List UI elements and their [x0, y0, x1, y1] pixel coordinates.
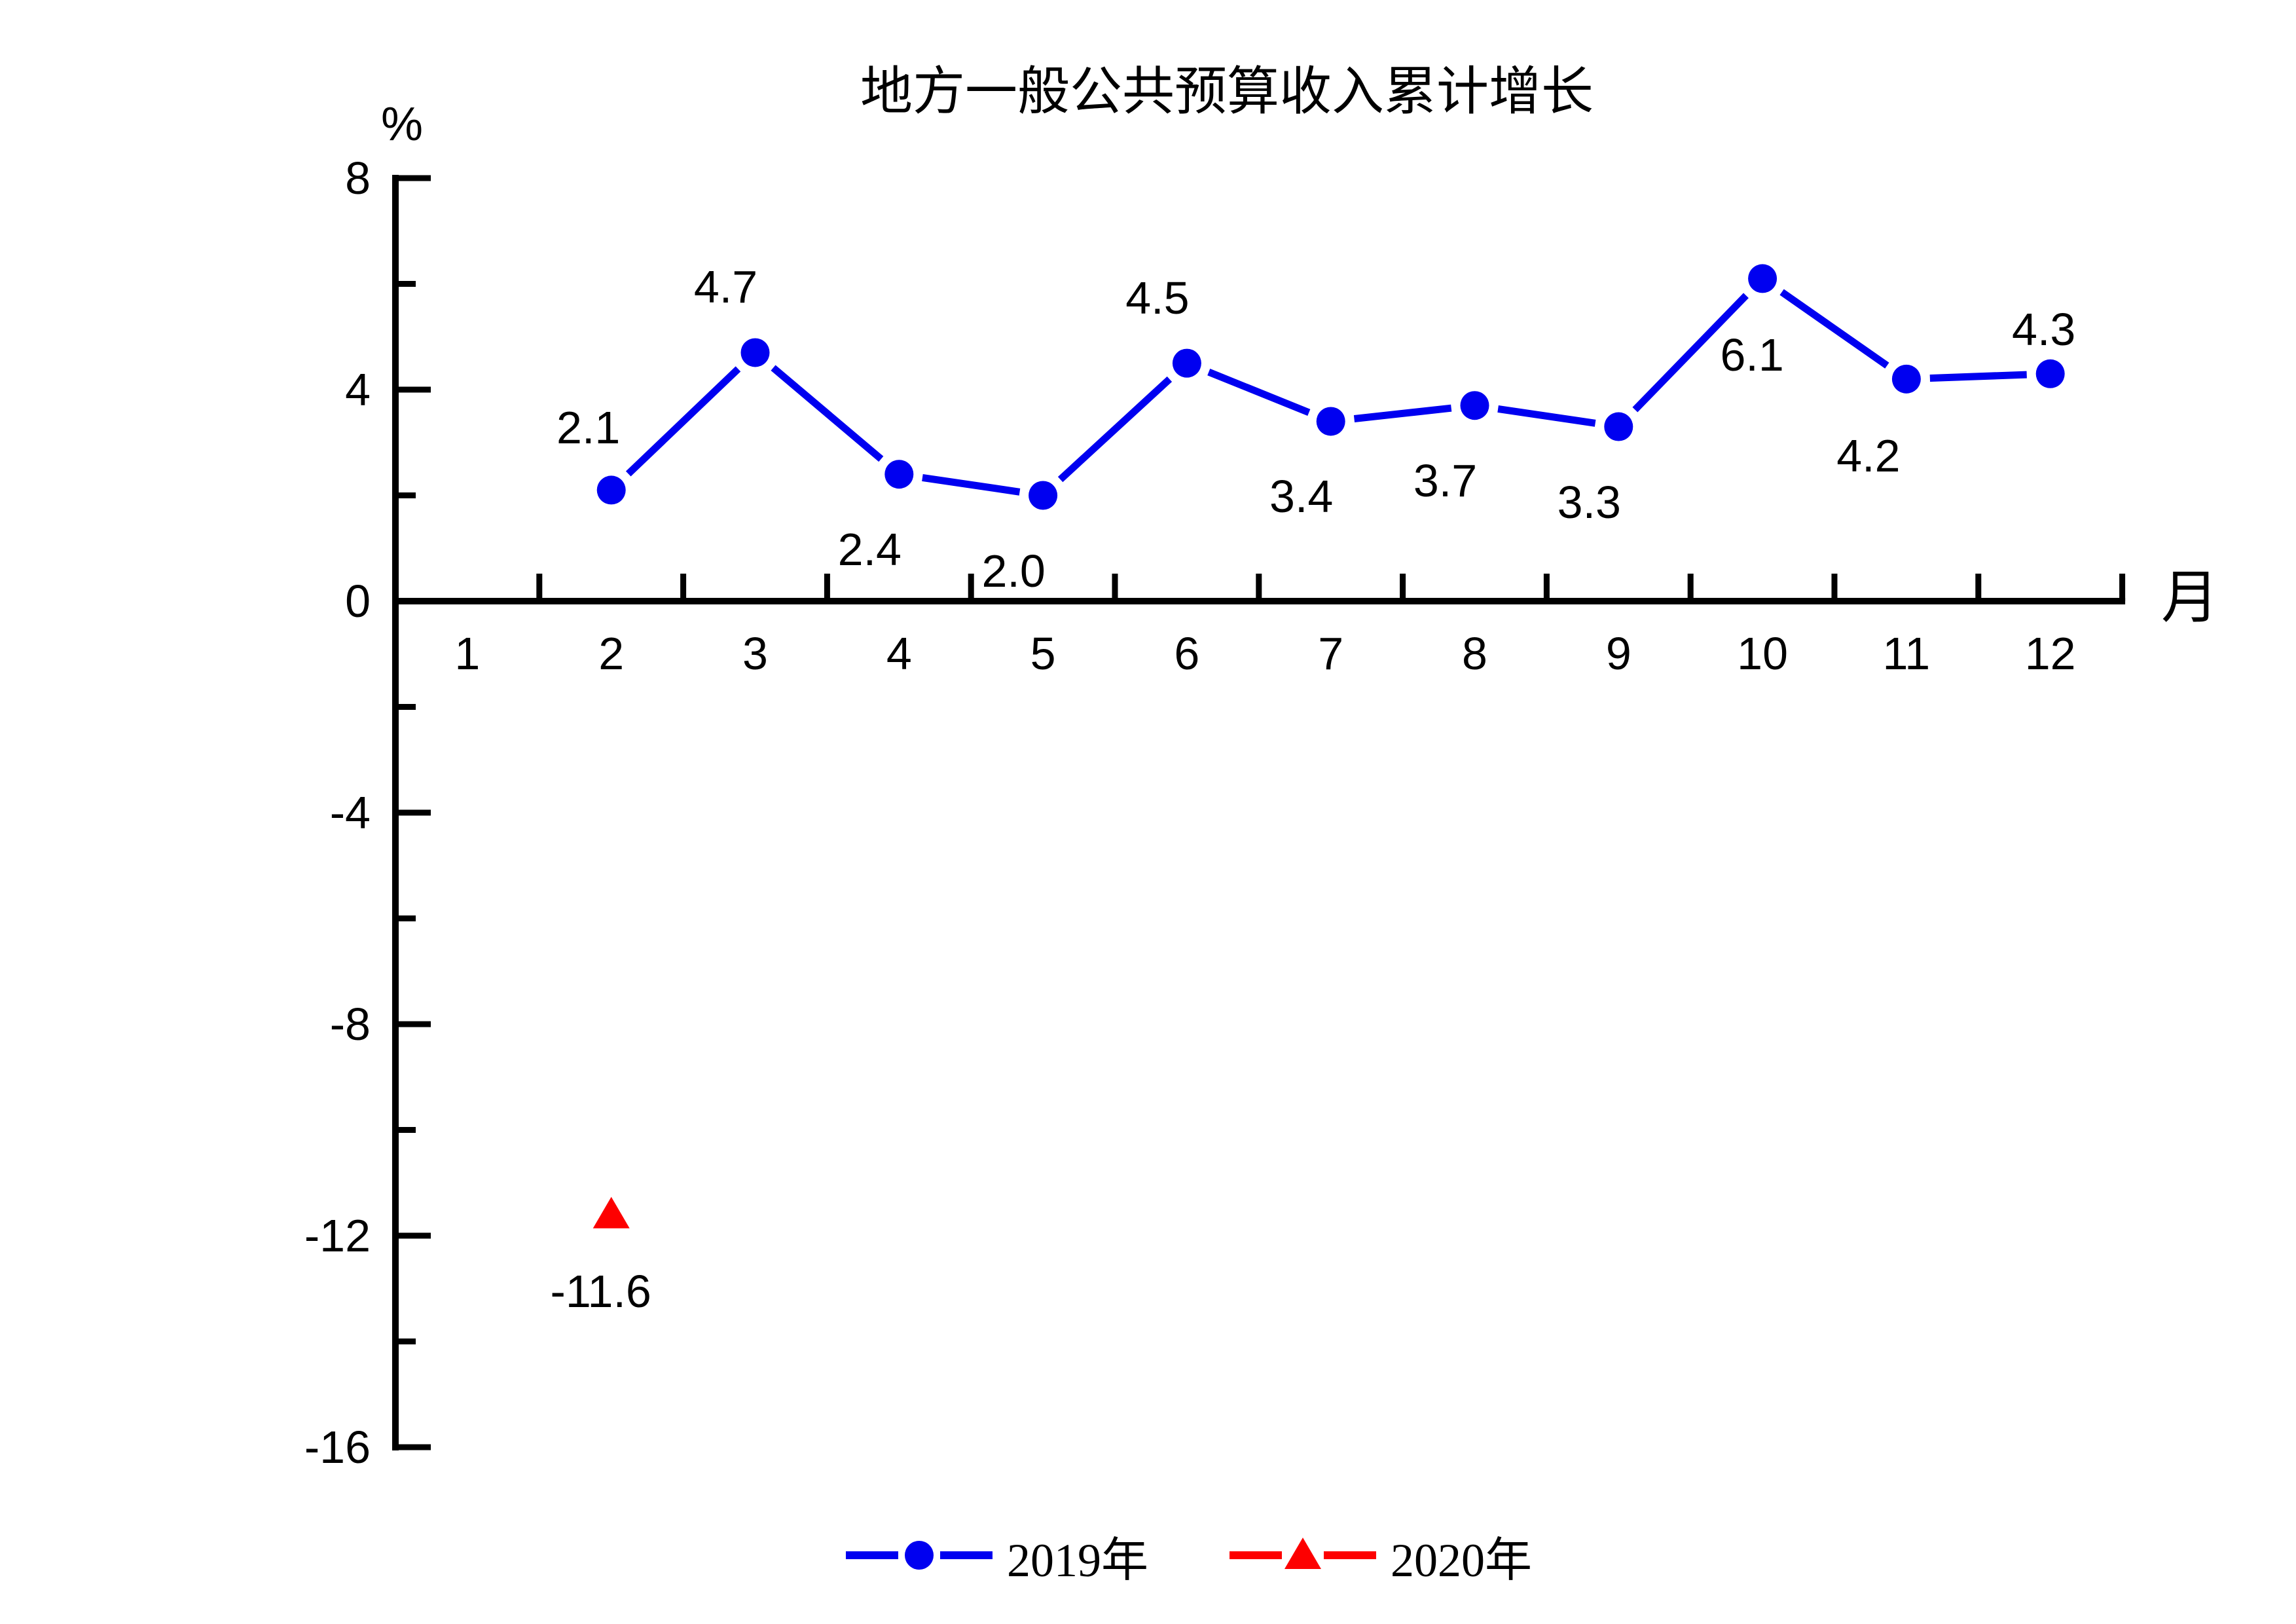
data-point-label: 3.4 — [1269, 471, 1334, 523]
x-tick-label: 12 — [2024, 628, 2076, 679]
legend: 2019年 2020年 — [843, 1519, 1532, 1591]
chart-title: 地方一般公共预算收入累计增长 — [860, 64, 1594, 121]
x-axis-unit-label: 月 — [2160, 566, 2219, 631]
legend-symbol — [904, 1541, 934, 1570]
data-point-label: 4.2 — [1836, 430, 1901, 481]
y-tick-label: -12 — [304, 1210, 371, 1261]
y-tick-label: -16 — [304, 1422, 371, 1473]
x-tick-label: 7 — [1318, 628, 1344, 679]
y-tick-label: 0 — [345, 576, 371, 627]
data-point-label: 4.7 — [693, 261, 758, 313]
x-tick-label: 5 — [1030, 628, 1056, 679]
series-line-segment — [1497, 405, 1596, 427]
data-point-label: 6.1 — [1720, 329, 1784, 381]
x-tick-label: 8 — [1462, 628, 1487, 679]
data-point-marker-circle — [1029, 481, 1058, 510]
x-tick-label: 4 — [886, 628, 912, 679]
data-point-marker-circle — [884, 460, 914, 489]
series-line-segment — [771, 365, 884, 462]
y-tick-label: -8 — [329, 999, 371, 1050]
legend-label: 2020年 — [1391, 1534, 1533, 1587]
x-tick-label: 9 — [1605, 628, 1631, 679]
series-line-segment — [1632, 293, 1749, 413]
data-point-label: 2.0 — [981, 545, 1046, 597]
x-tick-label: 6 — [1174, 628, 1200, 679]
series-line-segment — [1207, 369, 1311, 416]
y-axis-unit-label: % — [380, 98, 424, 151]
series-line-segment — [1929, 371, 2027, 382]
series-line-segment — [625, 366, 741, 477]
data-point-marker-circle — [1891, 364, 1921, 394]
legend-marker-triangle — [1230, 1538, 1376, 1569]
data-point-label: 4.3 — [2012, 303, 2076, 355]
legend-marker-circle — [845, 1541, 993, 1570]
legend-item: 2020年 — [1227, 1519, 1532, 1591]
data-point-marker-circle — [1604, 412, 1633, 441]
data-point-marker-circle — [740, 338, 770, 367]
data-point-marker-circle — [596, 475, 626, 505]
series-line-segment — [1779, 289, 1889, 369]
data-point-marker-circle — [1316, 407, 1345, 436]
data-point-label: 2.1 — [556, 402, 621, 454]
y-tick-label: -4 — [329, 787, 371, 838]
y-tick-label: 8 — [345, 153, 371, 204]
data-point-marker-circle — [1748, 264, 1777, 293]
x-tick-label: 2 — [598, 628, 625, 679]
data-point-label: -11.6 — [550, 1265, 651, 1317]
data-point-marker-triangle — [592, 1196, 630, 1228]
x-tick-label: 3 — [742, 628, 768, 679]
legend-label: 2019年 — [1006, 1534, 1148, 1587]
data-point-label: 3.3 — [1557, 476, 1621, 528]
data-point-label: 2.4 — [837, 524, 902, 576]
x-tick-label: 1 — [454, 628, 481, 679]
data-point-marker-circle — [1460, 391, 1489, 420]
series-line-segment — [922, 473, 1021, 496]
y-tick-label: 4 — [345, 364, 371, 415]
data-point-marker-circle — [2035, 359, 2065, 388]
data-point-label: 3.7 — [1413, 455, 1478, 507]
x-tick-label: 10 — [1737, 628, 1789, 679]
series-line-segment — [1057, 376, 1173, 483]
data-point-label: 4.5 — [1125, 272, 1190, 323]
series-line-segment — [1353, 404, 1452, 422]
legend-symbol — [1285, 1538, 1321, 1569]
x-tick-label: 11 — [1882, 628, 1931, 679]
legend-item: 2019年 — [843, 1519, 1148, 1591]
data-point-marker-circle — [1172, 348, 1201, 378]
